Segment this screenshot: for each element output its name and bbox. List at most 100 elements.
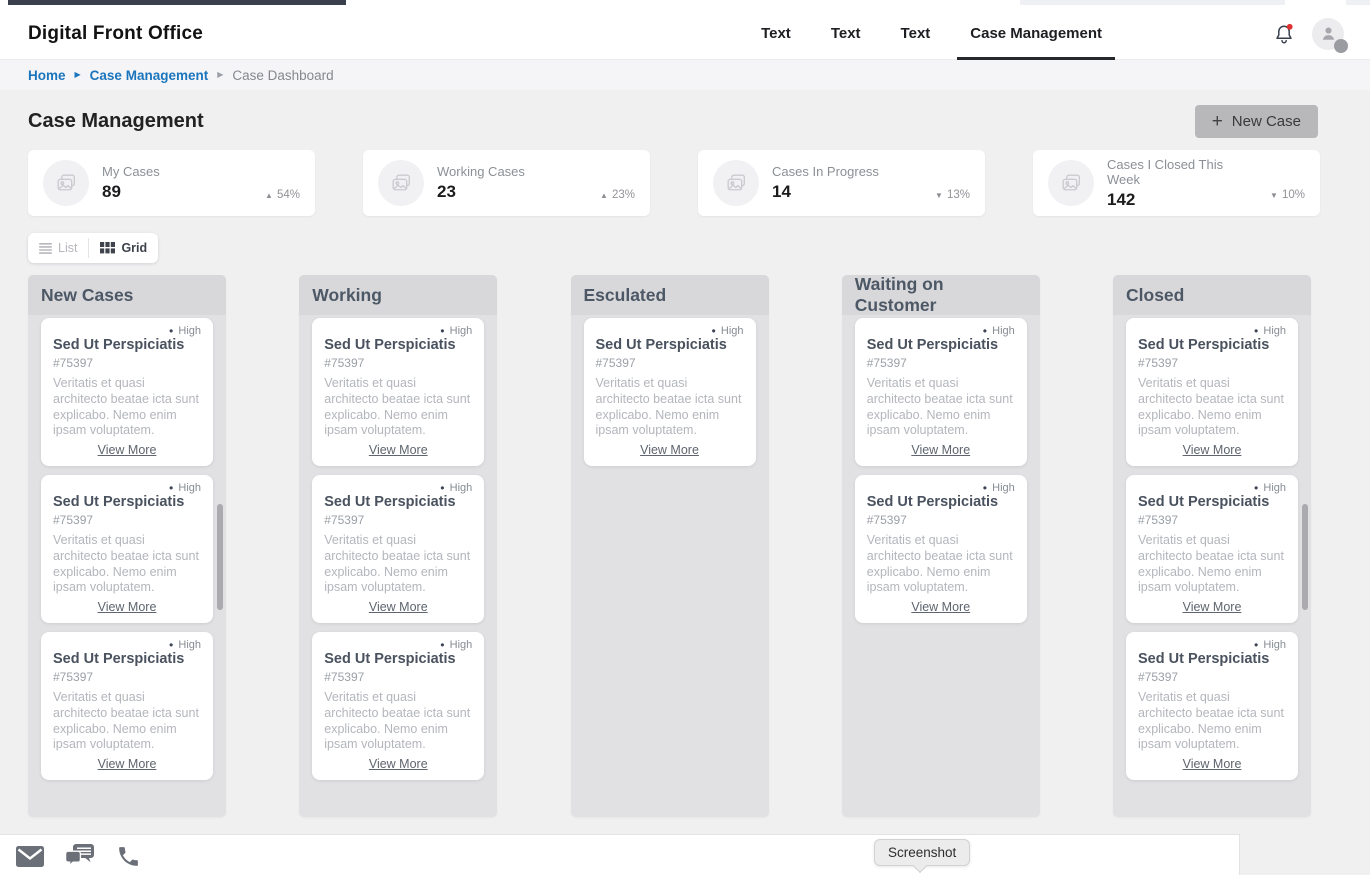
case-title: Sed Ut Perspiciatis <box>53 494 185 510</box>
plus-icon: + <box>1211 110 1223 132</box>
case-title: Sed Ut Perspiciatis <box>866 337 999 353</box>
view-more-link[interactable]: View More <box>1182 757 1242 771</box>
case-description: Veritatis et quasi architecto beatae ict… <box>1138 690 1284 752</box>
case-card[interactable]: ● High Sed Ut Perspiciatis #75397 Verita… <box>41 475 213 623</box>
column-scrollbar[interactable] <box>1302 504 1308 610</box>
stats-row: My Cases 89 ▲ 54% Working Cases 23 <box>0 150 1370 216</box>
priority-dot-icon: ● <box>440 483 445 493</box>
top-navbar: Digital Front Office Text Text Text Case… <box>0 8 1370 60</box>
case-id: #75397 <box>595 356 636 370</box>
trend-down-icon: ▼ <box>1270 190 1278 200</box>
view-more-link[interactable]: View More <box>368 443 428 457</box>
column-title: Closed <box>1113 275 1311 315</box>
case-card[interactable]: ● High Sed Ut Perspiciatis #75397 Verita… <box>583 318 756 466</box>
column-cards: ● High Sed Ut Perspiciatis #75397 Verita… <box>571 315 769 469</box>
photos-icon <box>1048 160 1094 206</box>
stat-label: Cases In Progress <box>772 164 879 179</box>
case-description: Veritatis et quasi architecto beatae ict… <box>324 376 471 438</box>
stat-card-my-cases: My Cases 89 ▲ 54% <box>28 150 315 216</box>
case-id: #75397 <box>324 513 365 527</box>
case-card[interactable]: ● High Sed Ut Perspiciatis #75397 Verita… <box>854 475 1027 623</box>
case-description: Veritatis et quasi architecto beatae ict… <box>324 690 471 752</box>
stat-value: 23 <box>437 182 456 201</box>
view-more-link[interactable]: View More <box>911 443 971 457</box>
avatar-status-dot <box>1334 38 1348 53</box>
case-card[interactable]: ● High Sed Ut Perspiciatis #75397 Verita… <box>1126 318 1298 466</box>
view-more-link[interactable]: View More <box>1182 600 1242 614</box>
case-description: Veritatis et quasi architecto beatae ict… <box>53 376 199 438</box>
mail-icon[interactable] <box>16 845 44 867</box>
view-more-link[interactable]: View More <box>368 757 428 771</box>
column-title: Working <box>299 275 498 315</box>
trend-up-icon: ▲ <box>265 190 273 200</box>
breadcrumb-separator-icon: ▶ <box>74 70 81 79</box>
nav-item-text-3[interactable]: Text <box>900 25 931 42</box>
view-more-link[interactable]: View More <box>368 600 428 614</box>
phone-icon[interactable] <box>116 844 141 869</box>
view-more-link[interactable]: View More <box>97 600 157 614</box>
breadcrumb-home[interactable]: Home <box>28 67 66 83</box>
list-view-button[interactable]: List <box>28 233 88 263</box>
breadcrumb-case-management[interactable]: Case Management <box>89 67 209 83</box>
priority-dot-icon: ● <box>711 326 716 336</box>
case-card[interactable]: ● High Sed Ut Perspiciatis #75397 Verita… <box>1126 632 1298 780</box>
column-scrollbar[interactable] <box>217 504 223 610</box>
new-case-button[interactable]: + New Case <box>1194 104 1318 138</box>
case-title: Sed Ut Perspiciatis <box>53 337 185 353</box>
case-id: #75397 <box>1138 513 1179 527</box>
priority-label: High <box>992 482 1015 494</box>
case-card[interactable]: ● High Sed Ut Perspiciatis #75397 Verita… <box>41 318 213 466</box>
priority-badge: ● High <box>53 482 201 494</box>
case-id: #75397 <box>1138 670 1179 684</box>
priority-label: High <box>178 325 201 337</box>
case-card[interactable]: ● High Sed Ut Perspiciatis #75397 Verita… <box>1126 475 1298 623</box>
case-title: Sed Ut Perspiciatis <box>1138 651 1270 667</box>
page-header: Case Management + New Case <box>0 90 1370 146</box>
priority-badge: ● High <box>867 482 1015 494</box>
stat-card-working-cases: Working Cases 23 ▲ 23% <box>363 150 650 216</box>
channels-toolbar <box>0 834 1240 875</box>
case-card[interactable]: ● High Sed Ut Perspiciatis #75397 Verita… <box>312 632 485 780</box>
priority-dot-icon: ● <box>982 483 988 493</box>
view-more-link[interactable]: View More <box>911 600 971 614</box>
case-description: Veritatis et quasi architecto beatae ict… <box>1138 533 1284 595</box>
case-description: Veritatis et quasi architecto beatae ict… <box>53 533 199 595</box>
stat-trend: ▼ 13% <box>935 189 970 201</box>
column-cards: ● High Sed Ut Perspiciatis #75397 Verita… <box>28 315 226 783</box>
case-card[interactable]: ● High Sed Ut Perspiciatis #75397 Verita… <box>854 318 1027 466</box>
priority-dot-icon: ● <box>168 483 174 493</box>
column-esculated: Esculated ● High Sed Ut Perspiciatis #75… <box>570 275 769 817</box>
user-avatar[interactable] <box>1312 17 1348 53</box>
nav-item-case-management[interactable]: Case Management <box>950 8 1122 60</box>
priority-dot-icon: ● <box>168 326 174 336</box>
trend-down-icon: ▼ <box>935 190 943 200</box>
case-id: #75397 <box>324 670 365 684</box>
nav-item-text-1[interactable]: Text <box>761 25 791 42</box>
priority-badge: ● High <box>53 639 201 651</box>
priority-label: High <box>178 639 201 651</box>
priority-badge: ● High <box>1138 482 1286 494</box>
grid-view-button[interactable]: Grid <box>89 233 158 263</box>
view-more-link[interactable]: View More <box>97 443 157 457</box>
case-id: #75397 <box>53 670 94 684</box>
case-title: Sed Ut Perspiciatis <box>324 651 456 667</box>
case-card[interactable]: ● High Sed Ut Perspiciatis #75397 Verita… <box>41 632 213 780</box>
column-closed: Closed ● High Sed Ut Perspiciatis #75397… <box>1113 275 1311 817</box>
stat-value: 14 <box>772 182 791 201</box>
stat-label: Working Cases <box>437 164 525 179</box>
nav-item-text-2[interactable]: Text <box>830 25 861 42</box>
priority-dot-icon: ● <box>1253 483 1259 493</box>
page-title: Case Management <box>28 109 204 132</box>
priority-dot-icon: ● <box>440 640 445 650</box>
case-card[interactable]: ● High Sed Ut Perspiciatis #75397 Verita… <box>312 318 485 466</box>
view-more-link[interactable]: View More <box>1182 443 1242 457</box>
case-id: #75397 <box>866 513 907 527</box>
view-more-link[interactable]: View More <box>97 757 157 771</box>
view-more-link[interactable]: View More <box>640 443 699 457</box>
case-card[interactable]: ● High Sed Ut Perspiciatis #75397 Verita… <box>312 475 485 623</box>
chat-icon[interactable] <box>65 843 95 869</box>
kanban-board: New Cases ● High Sed Ut Perspiciatis #75… <box>0 274 1370 817</box>
notification-bell-icon[interactable] <box>1272 22 1296 46</box>
person-icon <box>1322 27 1334 40</box>
case-description: Veritatis et quasi architecto beatae ict… <box>595 376 742 438</box>
